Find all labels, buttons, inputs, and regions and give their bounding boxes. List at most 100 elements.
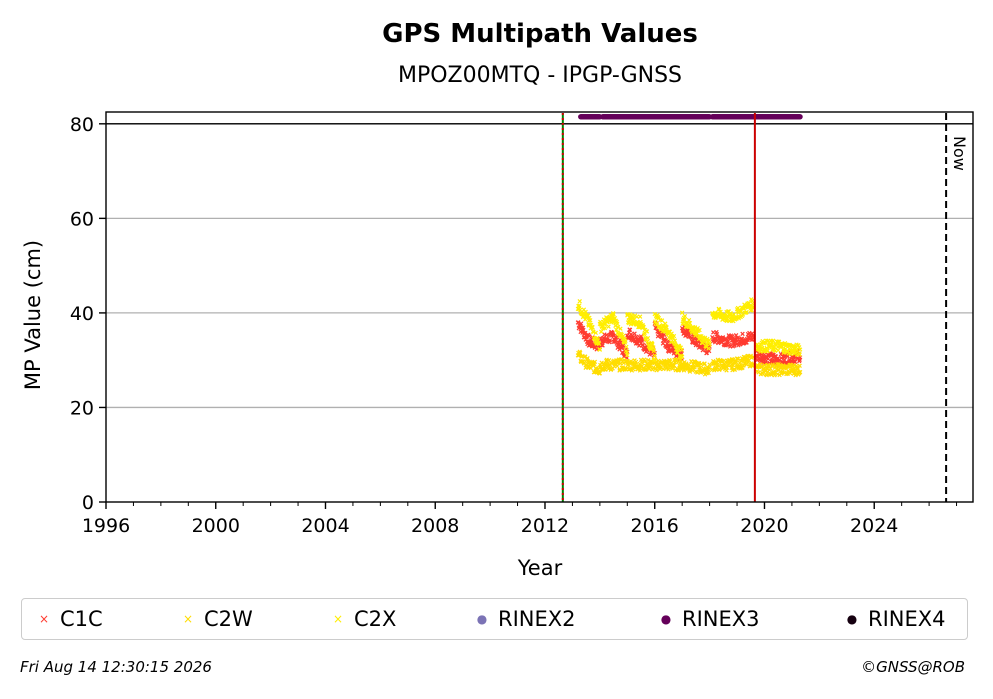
data-point-c2x <box>645 335 651 341</box>
data-point-c1c <box>712 340 718 345</box>
legend-label-c2x: C2X <box>354 607 397 631</box>
data-point-c2x <box>760 338 765 344</box>
data-point-c2x <box>596 341 602 347</box>
legend-marker-rinex3: ● <box>660 612 672 626</box>
chart-svg: GPS Multipath Values MPOZ00MTQ - IPGP-GN… <box>21 19 974 580</box>
data-point-c2w <box>768 366 773 371</box>
legend-item-c1c: × C1C <box>36 599 103 639</box>
chart-title: GPS Multipath Values <box>382 19 698 49</box>
chart-subtitle: MPOZ00MTQ - IPGP-GNSS <box>398 63 682 88</box>
data-point-c1c <box>640 342 646 347</box>
data-point-c2x <box>679 354 685 359</box>
data-point-c2x <box>765 348 770 354</box>
footer-timestamp: Fri Aug 14 12:30:15 2026 <box>20 658 212 676</box>
plot-area: Now 1996 2000 2004 2008 2012 2016 2020 2024 0 20 40… <box>70 111 974 537</box>
data-point-c2x <box>697 327 702 333</box>
data-point-c1c <box>647 352 652 357</box>
legend-marker-c1c: × <box>38 612 50 626</box>
data-point-c2w <box>658 364 663 370</box>
y-tick-label: 80 <box>70 114 94 136</box>
x-tick-label: 2000 <box>192 515 240 537</box>
legend-marker-rinex2: ● <box>476 612 488 626</box>
x-tick-label: 2024 <box>850 515 898 537</box>
data-point-c2x <box>772 348 778 354</box>
x-tick-label: 2008 <box>411 515 459 537</box>
data-point-c2x <box>675 350 680 356</box>
data-point-c2x <box>577 299 582 304</box>
legend-marker-c2x: × <box>332 612 344 626</box>
data-point-c2x <box>706 346 711 351</box>
data-point-c2w <box>666 367 671 372</box>
data-point-c1c <box>620 343 626 348</box>
data-point-c2x <box>652 353 657 358</box>
data-point-c1c <box>740 331 745 337</box>
x-tick-label: 1996 <box>82 515 130 537</box>
data-point-c2w <box>717 367 722 372</box>
data-point-c2w <box>670 366 675 371</box>
data-point-c2w <box>671 363 677 368</box>
data-point-c2x <box>671 333 677 339</box>
x-tick-label: 2004 <box>301 515 349 537</box>
data-point-c2x <box>599 329 604 335</box>
data-point-c2w <box>633 359 639 365</box>
data-point-c2x <box>672 338 678 343</box>
x-tick-label: 2016 <box>631 515 679 537</box>
data-point-c2w <box>797 363 802 368</box>
data-point-c1c <box>587 334 592 339</box>
data-point-c2x <box>624 344 629 350</box>
data-point-c2w <box>797 369 803 375</box>
data-point-c2x <box>625 352 630 358</box>
data-point-c2x <box>687 320 693 326</box>
data-point-c1c <box>617 347 622 352</box>
data-point-c1c <box>732 343 737 348</box>
x-tick-label: 2020 <box>740 515 788 537</box>
data-point-c2w <box>706 365 712 371</box>
data-point-c2w <box>738 362 743 367</box>
footer-credit: ©GNSS@ROB <box>861 658 965 676</box>
data-point-c2w <box>597 371 603 376</box>
data-point-c2x <box>652 357 657 362</box>
legend: × C1C × C2W × C2X ● RINEX2 ● RINEX3 ● RI… <box>21 598 968 640</box>
legend-marker-c2w: × <box>182 612 194 626</box>
data-point-c2w <box>762 362 767 368</box>
data-point-c2x <box>590 325 595 330</box>
data-point-c2x <box>679 310 685 315</box>
data-point-c2x <box>707 342 712 347</box>
data-point-c1c <box>634 334 639 339</box>
data-point-c2x <box>746 300 752 306</box>
legend-item-c2x: × C2X <box>330 599 396 639</box>
data-point-c2x <box>588 318 593 323</box>
data-point-c1c <box>583 330 588 336</box>
data-point-c1c <box>578 321 584 326</box>
data-point-c1c <box>632 331 637 336</box>
data-point-c2x <box>780 342 785 347</box>
data-point-c2w <box>599 360 604 366</box>
legend-label-c2w: C2W <box>204 607 253 631</box>
data-point-c2x <box>750 301 755 306</box>
data-point-c2x <box>641 324 646 330</box>
data-point-c2x <box>775 348 781 353</box>
y-tick-label: 0 <box>82 492 94 514</box>
data-point-c2w <box>651 365 656 370</box>
data-point-c2x <box>650 342 655 347</box>
data-point-c2x <box>797 352 802 357</box>
legend-item-rinex4: ● RINEX4 <box>844 599 946 639</box>
data-point-c2w <box>592 359 598 365</box>
data-point-c2x <box>797 347 803 352</box>
legend-label-rinex2: RINEX2 <box>498 607 576 631</box>
data-point-c1c <box>735 335 741 340</box>
legend-item-rinex2: ● RINEX2 <box>474 599 576 639</box>
data-point-c2w <box>735 356 741 362</box>
legend-item-rinex3: ● RINEX3 <box>658 599 760 639</box>
data-point-c2x <box>602 325 608 331</box>
data-point-c1c <box>576 320 581 325</box>
data-point-c2w <box>647 363 653 369</box>
data-point-c1c <box>782 357 787 363</box>
plot-frame <box>105 111 974 503</box>
data-point-c2x <box>597 347 603 352</box>
data-point-c2w <box>603 367 608 372</box>
data-point-c2x <box>583 309 588 315</box>
data-point-c2w <box>706 370 711 376</box>
data-point-c2x <box>682 313 688 319</box>
x-axis-label: Year <box>517 556 563 580</box>
